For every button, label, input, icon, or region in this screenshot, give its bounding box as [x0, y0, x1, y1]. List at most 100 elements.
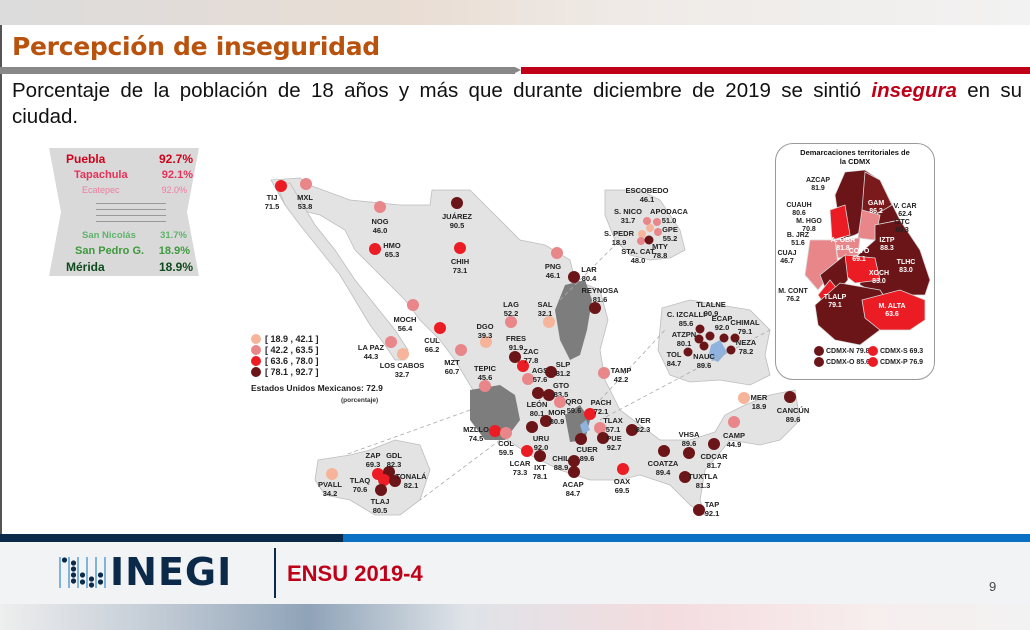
city-marker-gto[interactable] — [543, 389, 555, 401]
page-number: 9 — [989, 579, 997, 594]
cdmx-legend-item: CDMX-N 79.8 — [814, 346, 870, 356]
city-marker-chih[interactable] — [454, 242, 466, 254]
city-marker-fres[interactable] — [509, 351, 521, 363]
cdmx-title-line: la CDMX — [839, 157, 871, 166]
city-marker-ixt[interactable] — [534, 450, 546, 462]
city-marker-mty[interactable] — [644, 235, 654, 245]
cdmx-label-iztp: IZTP 88.3 — [879, 237, 895, 252]
city-marker-lcar[interactable] — [521, 445, 533, 457]
ranking-separator-line — [96, 215, 166, 216]
city-marker-tol[interactable] — [683, 347, 693, 357]
city-marker-dgo[interactable] — [480, 336, 492, 348]
city-label-moch: MOCH 56.4 — [393, 315, 417, 333]
city-marker-s-pedr[interactable] — [638, 230, 646, 238]
city-label-qro: QRO 59.6 — [565, 397, 583, 415]
city-marker-los-cabos[interactable] — [397, 348, 409, 360]
city-marker-qro[interactable] — [554, 396, 566, 408]
baja-california-shape — [275, 182, 409, 361]
cdmx-m-alta — [861, 289, 926, 331]
city-marker-pvall[interactable] — [326, 468, 338, 480]
cdmx-label-m-hgo: M. HGO 70.8 — [796, 218, 822, 233]
city-marker-hmo[interactable] — [369, 243, 381, 255]
city-marker-ver[interactable] — [626, 424, 638, 436]
city-marker-s-nico[interactable] — [646, 224, 654, 232]
city-marker-slp[interactable] — [545, 366, 557, 378]
city-marker-juarez[interactable] — [451, 197, 463, 209]
city-marker-reynosa[interactable] — [589, 302, 601, 314]
city-marker-cuer[interactable] — [575, 433, 587, 445]
cdmx-lake-blue — [708, 340, 727, 362]
city-marker-tepic[interactable] — [479, 380, 491, 392]
city-label-ver: VER 82.3 — [635, 416, 651, 434]
city-marker-zac[interactable] — [517, 360, 529, 372]
city-marker-atzpn[interactable] — [694, 334, 704, 344]
city-marker-camp[interactable] — [728, 416, 740, 428]
city-marker-tap[interactable] — [693, 504, 705, 516]
city-marker-col[interactable] — [500, 427, 512, 439]
city-marker-c-izcalli[interactable] — [695, 324, 705, 334]
city-marker-chimal[interactable] — [730, 333, 740, 343]
city-marker-mor[interactable] — [540, 415, 552, 427]
city-marker-acap[interactable] — [568, 466, 580, 478]
city-marker-mxl[interactable] — [300, 178, 312, 190]
city-marker-la-paz[interactable] — [385, 336, 397, 348]
city-marker-ags[interactable] — [522, 373, 534, 385]
city-label-ixt: IXT 78.1 — [532, 463, 548, 481]
city-marker-lar[interactable] — [568, 271, 580, 283]
ranking-separator-line — [96, 203, 166, 204]
city-marker-tlalne[interactable] — [705, 331, 715, 341]
city-marker-mzt[interactable] — [455, 344, 467, 356]
cdmx-legend-label: CDMX-N 79.8 — [826, 347, 870, 355]
cdmx-label-cuauh: CUAUH 80.6 — [786, 202, 812, 217]
city-marker-sal[interactable] — [543, 316, 555, 328]
city-marker-cancun[interactable] — [784, 391, 796, 403]
city-marker-png[interactable] — [551, 247, 563, 259]
legend-item: [ 18.9 , 42.1 ] — [251, 333, 319, 344]
city-marker-pue[interactable] — [597, 432, 609, 444]
city-label-col: COL 59.5 — [498, 439, 514, 457]
city-marker-uru[interactable] — [526, 421, 538, 433]
city-marker-tij[interactable] — [275, 180, 287, 192]
city-label-pach: PACH 72.1 — [590, 398, 612, 416]
legend-item: [ 78.1 , 92.7 ] — [251, 366, 319, 377]
city-label-cancun: CANCÚN 89.6 — [776, 406, 810, 424]
cdmx-label-v-car: V. CAR 62.4 — [893, 203, 917, 218]
city-marker-tlaj[interactable] — [375, 484, 387, 496]
city-marker-leon[interactable] — [532, 387, 544, 399]
city-marker-oax[interactable] — [617, 463, 629, 475]
cdmx-label-xoch: XOCH 83.0 — [868, 270, 890, 285]
city-marker-tlaq[interactable] — [378, 474, 390, 486]
map-legend: [ 18.9 , 42.1 ] [ 42.2 , 63.5 ] [ 63.6 ,… — [251, 333, 319, 377]
city-marker-mer[interactable] — [738, 392, 750, 404]
city-marker-mzllo[interactable] — [489, 425, 501, 437]
city-marker-gpe[interactable] — [654, 228, 662, 236]
city-marker-coatza[interactable] — [658, 445, 670, 457]
city-marker-neza[interactable] — [726, 345, 736, 355]
monterrey-inset-shape — [604, 189, 686, 261]
cdmx-label-coyo: COYO 69.1 — [848, 248, 870, 263]
city-marker-cul[interactable] — [434, 322, 446, 334]
connector-line — [599, 329, 666, 401]
city-label-uru: URU 92.0 — [532, 434, 550, 452]
city-marker-nog[interactable] — [374, 201, 386, 213]
city-marker-pach[interactable] — [584, 408, 596, 420]
city-label-ags: AGS 57.6 — [531, 366, 549, 384]
city-marker-chil[interactable] — [568, 455, 580, 467]
city-marker-tamp[interactable] — [598, 367, 610, 379]
city-marker-nauc[interactable] — [699, 341, 709, 351]
city-label-mer: MER 18.9 — [750, 393, 768, 411]
city-marker-escobedo[interactable] — [643, 217, 651, 225]
city-marker-tuxtla[interactable] — [679, 471, 691, 483]
title-rule-red — [521, 67, 1030, 74]
city-marker-sta-cat[interactable] — [637, 237, 645, 245]
city-marker-cdcar[interactable] — [708, 438, 720, 450]
city-marker-apodaca[interactable] — [653, 218, 661, 226]
city-marker-ecap[interactable] — [719, 333, 729, 343]
city-marker-tonala[interactable] — [389, 475, 401, 487]
city-marker-lag[interactable] — [505, 316, 517, 328]
cdmx-label-gam: GAM 86.2 — [867, 200, 885, 215]
city-marker-tlax[interactable] — [594, 422, 606, 434]
city-marker-moch[interactable] — [407, 299, 419, 311]
city-marker-vhsa[interactable] — [683, 447, 695, 459]
footer-bar-dark — [0, 534, 343, 542]
